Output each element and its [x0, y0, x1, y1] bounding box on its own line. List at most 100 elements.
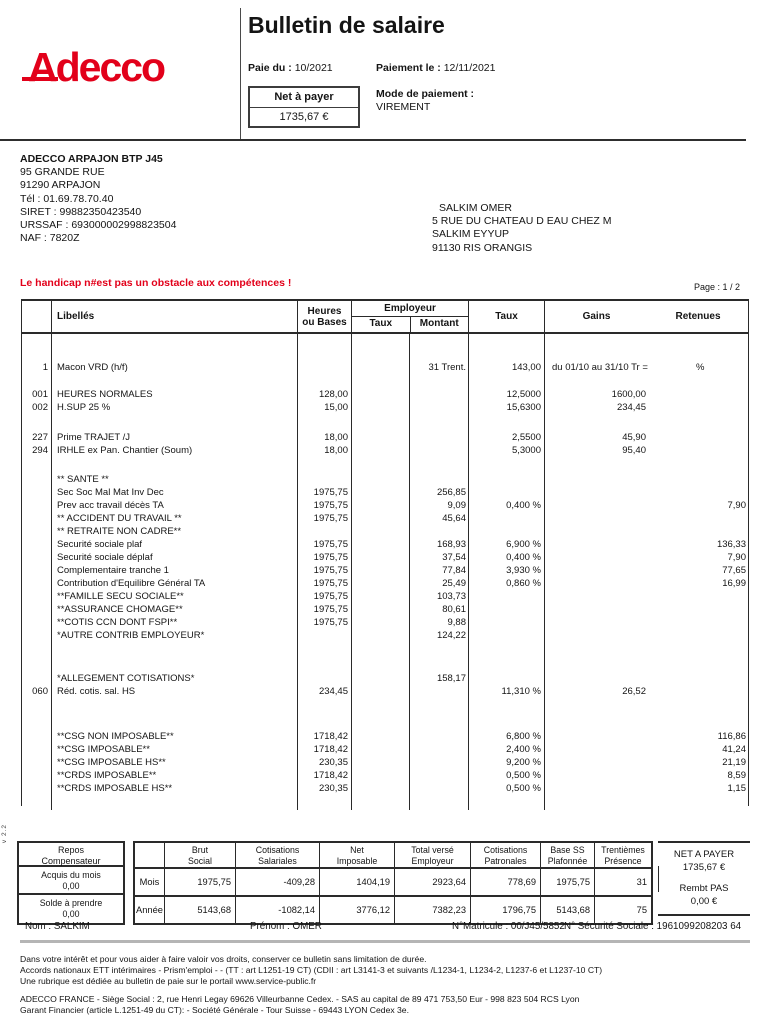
row-heures-bases — [297, 698, 351, 730]
row-employer-taux — [351, 361, 409, 374]
row-employer-montant — [409, 334, 468, 361]
row-employer-montant: 124,22 — [409, 629, 468, 642]
totals-column-header-line1: Brut — [191, 845, 209, 855]
row-employer-taux — [351, 730, 409, 743]
repos-solde: Solde à prendre 0,00 — [39, 898, 103, 919]
row-gains — [544, 551, 648, 564]
row-taux: 6,800 % — [468, 730, 544, 743]
agency-address-line: 91290 ARPAJON — [20, 179, 101, 192]
row-code — [22, 512, 51, 525]
row-label: Complementaire tranche 1 — [51, 564, 297, 577]
row-gains — [544, 577, 648, 590]
row-heures-bases — [297, 334, 351, 361]
row-heures-bases: 1975,75 — [297, 538, 351, 551]
row-label: IRHLE ex Pan. Chantier (Soum) — [51, 444, 297, 457]
row-heures-bases — [297, 795, 351, 810]
row-code — [22, 374, 51, 388]
table-row: Contribution d'Equilibre Général TA 1975,… — [22, 577, 748, 590]
row-heures-bases: 1718,42 — [297, 743, 351, 756]
row-label: ** ACCIDENT DU TRAVAIL ** — [51, 512, 297, 525]
agency-address-line: URSSAF : 693000002998823504 — [20, 219, 177, 232]
row-gains: du 01/10 au 31/10 Tr = — [544, 361, 648, 374]
row-employer-montant: 31 Trent. — [409, 361, 468, 374]
table-row: 060 Réd. cotis. sal. HS 234,45 11,310 % 26,5… — [22, 685, 748, 698]
row-retenues — [648, 444, 748, 457]
row-employer-montant: 45,64 — [409, 512, 468, 525]
row-retenues: 7,90 — [727, 552, 747, 563]
repos-acquis: Acquis du mois 0,00 — [19, 867, 123, 895]
row-employer-taux — [351, 743, 409, 756]
row-employer-montant — [409, 473, 468, 486]
row-taux — [468, 457, 544, 473]
net-to-pay-box: Net à payer 1735,67 € — [248, 86, 360, 128]
row-label: Macon VRD (h/f) — [51, 361, 297, 374]
row-heures-bases: 15,00 — [297, 401, 351, 414]
payslip-table-body: 1 Macon VRD (h/f) 31 Trent. 143,00 du 01/10 … — [22, 334, 748, 810]
employee-address-line: SALKIM EYYUP — [432, 228, 510, 241]
rembt-pas-label: Rembt PAS — [679, 883, 729, 894]
row-employer-montant — [409, 374, 468, 388]
payment-mode-value: VIREMENT — [376, 101, 431, 113]
rembt-pas-amount: 0,00 € — [690, 896, 718, 907]
payment-date-value: 12/11/2021 — [443, 62, 496, 74]
row-heures-bases — [297, 473, 351, 486]
row-heures-bases — [297, 672, 351, 685]
footer: Dans votre intérêt et pour vous aider à … — [20, 954, 750, 1016]
row-employer-montant: 168,93 — [409, 538, 468, 551]
row-employer-montant — [409, 642, 468, 672]
footer-company-line: ADECCO FRANCE - Siège Social : 2, rue He… — [20, 994, 580, 1004]
row-taux: 0,860 % — [468, 577, 544, 590]
pay-period: Paie du : 10/2021 — [248, 62, 333, 74]
row-label: **CRDS IMPOSABLE** — [51, 769, 297, 782]
row-code: 227 — [32, 432, 48, 443]
row-employer-montant — [409, 401, 468, 414]
employee-lastname: Nom : SALKIM — [25, 921, 90, 932]
row-gains — [544, 756, 648, 769]
row-label: **CSG IMPOSABLE HS** — [51, 756, 297, 769]
row-code — [22, 795, 51, 810]
header-code-column — [22, 301, 51, 332]
row-employer-taux — [351, 512, 409, 525]
row-retenues — [648, 698, 748, 730]
header-libelles: Libellés — [51, 301, 297, 332]
row-employer-montant — [409, 388, 468, 401]
totals-value: 1404,19 — [319, 869, 394, 895]
totals-column-header-line2: Imposable — [336, 855, 378, 866]
row-heures-bases: 1975,75 — [297, 603, 351, 616]
row-gains — [544, 334, 648, 361]
totals-column-header-line2: Plafonnée — [547, 855, 588, 866]
row-heures-bases: 1975,75 — [297, 551, 351, 564]
payment-date: Paiement le : 12/11/2021 — [376, 62, 495, 74]
row-code — [22, 499, 51, 512]
totals-row: Mois 1975,75 -409,28 1404,19 2923,64 778,69 19… — [135, 869, 651, 897]
row-heures-bases: 230,35 — [297, 756, 351, 769]
table-row: *AUTRE CONTRIB EMPLOYEUR* 124,22 — [22, 629, 748, 642]
row-code: 001 — [32, 389, 48, 400]
table-row: Securité sociale déplaf 1975,75 37,54 0,400… — [22, 551, 748, 564]
row-code — [22, 629, 51, 642]
table-spacer-row — [22, 642, 748, 672]
row-code: 1 — [42, 362, 48, 373]
row-code — [22, 698, 51, 730]
row-code — [22, 616, 51, 629]
agency-address-line: SIRET : 99882350423540 — [20, 205, 142, 218]
employee-address-line: SALKIM OMER — [439, 202, 512, 214]
row-gains — [544, 486, 648, 499]
totals-column-header-line1: Total versé — [411, 845, 454, 855]
row-employer-montant — [409, 795, 468, 810]
row-code — [22, 577, 51, 590]
row-label: Prime TRAJET /J — [51, 431, 297, 444]
totals-value: 5143,68 — [540, 897, 594, 923]
row-taux: 12,5000 — [468, 388, 544, 401]
row-taux — [468, 374, 544, 388]
row-code — [22, 414, 51, 431]
totals-column-header-line2: Salariales — [258, 855, 297, 866]
row-employer-taux — [351, 457, 409, 473]
net-to-pay-value: 1735,67 € — [279, 111, 329, 123]
row-taux — [468, 616, 544, 629]
row-heures-bases: 1975,75 — [297, 616, 351, 629]
row-code — [22, 486, 51, 499]
row-gains — [544, 616, 648, 629]
row-code: 060 — [32, 686, 48, 697]
row-label: H.SUP 25 % — [51, 401, 297, 414]
